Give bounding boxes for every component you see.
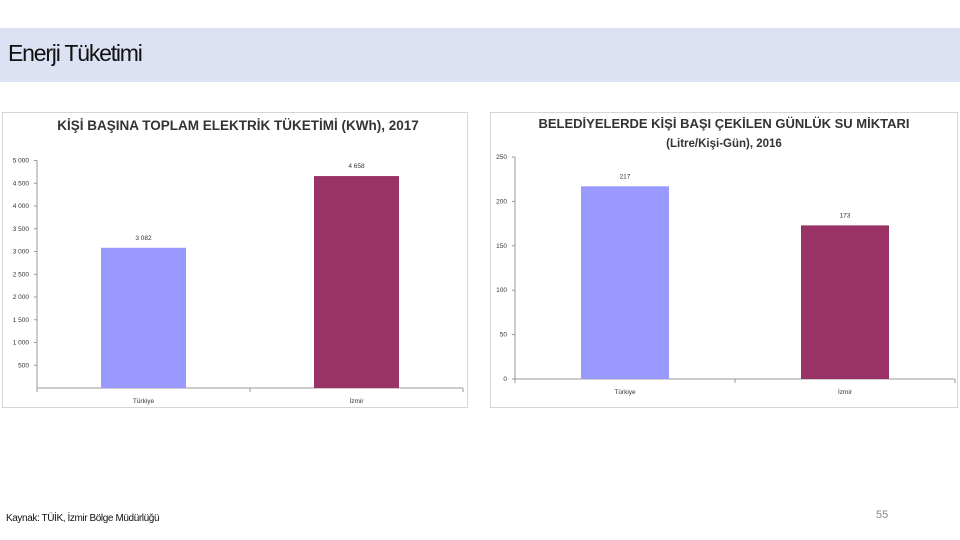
bar-turkiye bbox=[101, 247, 186, 388]
y-tick-label: 200 bbox=[496, 198, 507, 205]
y-tick-label: 0 bbox=[503, 376, 507, 383]
water-chart: BELEDİYELERDE KİŞİ BAŞI ÇEKİLEN GÜNLÜK S… bbox=[490, 112, 958, 408]
y-tick-label: 150 bbox=[496, 243, 507, 250]
data-label: 3 082 bbox=[135, 235, 152, 242]
data-label: 4 658 bbox=[348, 163, 365, 170]
chart-subtitle: (Litre/Kişi-Gün), 2016 bbox=[666, 138, 782, 150]
page-title: Enerji Tüketimi bbox=[8, 40, 143, 66]
y-tick-label: 3 500 bbox=[13, 226, 30, 233]
y-tick-label: 50 bbox=[500, 332, 508, 339]
chart-title: KİŞİ BAŞINA TOPLAM ELEKTRİK TÜKETİMİ (KW… bbox=[57, 118, 419, 133]
source-note: Kaynak: TÜİK, İzmir Bölge Müdürlüğü bbox=[6, 513, 160, 524]
title-band bbox=[0, 28, 960, 82]
category-label: Türkiye bbox=[133, 398, 155, 405]
y-tick-label: 2 000 bbox=[13, 294, 30, 301]
y-tick-label: 500 bbox=[18, 362, 29, 369]
y-tick-label: 3 000 bbox=[13, 249, 30, 256]
y-tick-label: 100 bbox=[496, 287, 507, 294]
bar-izmir bbox=[801, 225, 889, 379]
electricity-chart-svg: KİŞİ BAŞINA TOPLAM ELEKTRİK TÜKETİMİ (KW… bbox=[13, 118, 464, 405]
y-tick-label: 4 500 bbox=[13, 180, 30, 187]
data-label: 217 bbox=[620, 173, 631, 180]
page-number: 55 bbox=[876, 509, 889, 521]
category-label: İzmir bbox=[838, 387, 853, 396]
data-label: 173 bbox=[840, 212, 851, 219]
bar-turkiye bbox=[581, 186, 669, 379]
category-label: Türkiye bbox=[614, 389, 636, 396]
chart-title: BELEDİYELERDE KİŞİ BAŞI ÇEKİLEN GÜNLÜK S… bbox=[538, 116, 909, 131]
water-chart-svg: BELEDİYELERDE KİŞİ BAŞI ÇEKİLEN GÜNLÜK S… bbox=[496, 116, 956, 396]
y-tick-label: 4 000 bbox=[13, 203, 30, 210]
y-tick-label: 250 bbox=[496, 154, 507, 161]
y-tick-label: 5 000 bbox=[13, 158, 30, 165]
y-tick-label: 1 000 bbox=[13, 340, 30, 347]
electricity-chart: KİŞİ BAŞINA TOPLAM ELEKTRİK TÜKETİMİ (KW… bbox=[2, 112, 468, 408]
y-tick-label: 1 500 bbox=[13, 317, 30, 324]
y-tick-label: 2 500 bbox=[13, 271, 30, 278]
category-label: İzmir bbox=[349, 396, 364, 405]
bar-izmir bbox=[314, 176, 399, 388]
